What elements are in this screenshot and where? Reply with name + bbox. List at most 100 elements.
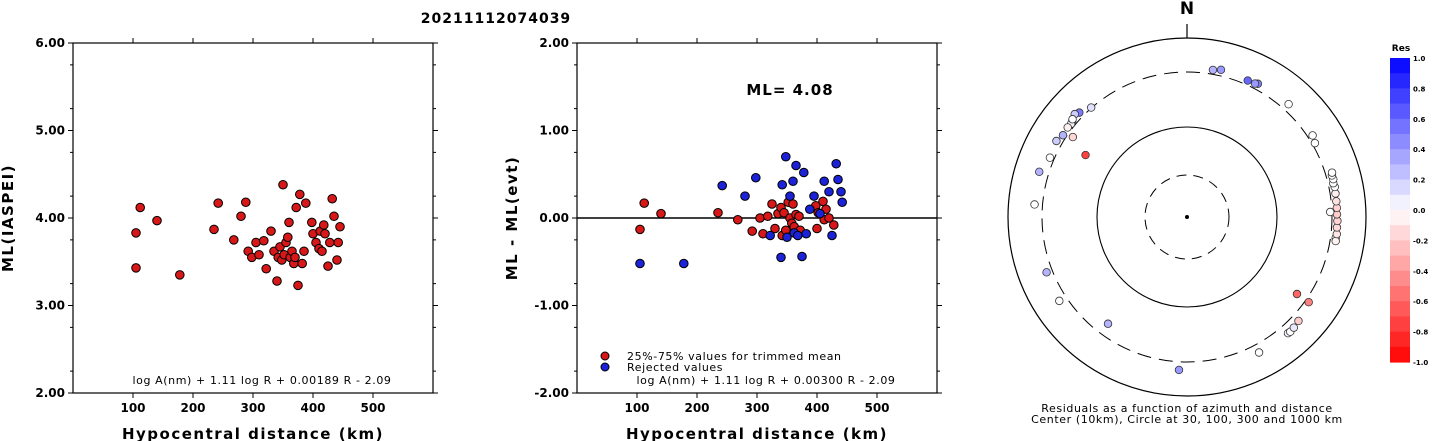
rejected-data-point bbox=[801, 228, 812, 239]
legend-label: 25%-75% values for trimmed mean bbox=[627, 350, 842, 363]
rejected-data-point bbox=[765, 230, 776, 241]
rejected-data-point bbox=[751, 172, 761, 183]
data-point bbox=[327, 193, 338, 204]
station-marker bbox=[1042, 268, 1051, 277]
colorbar-tick-label: -0.6 bbox=[1413, 298, 1428, 306]
x-tick-label: 300 bbox=[240, 401, 265, 415]
legend-marker bbox=[600, 362, 610, 372]
x-tick-label: 200 bbox=[684, 401, 709, 415]
data-point bbox=[301, 198, 311, 208]
station-marker bbox=[1308, 131, 1317, 140]
data-point bbox=[131, 263, 141, 273]
data-point bbox=[635, 224, 645, 235]
colorbar-swatch bbox=[1390, 73, 1410, 89]
station-marker bbox=[1331, 236, 1340, 246]
station-marker bbox=[1174, 365, 1184, 375]
data-point bbox=[319, 220, 329, 230]
station-marker bbox=[1289, 323, 1299, 332]
y-tick-label: -2.00 bbox=[534, 386, 569, 400]
station-marker bbox=[1068, 132, 1078, 142]
rejected-data-point bbox=[740, 191, 750, 201]
circle-30km bbox=[1144, 174, 1230, 260]
data-point bbox=[307, 217, 317, 228]
station-marker bbox=[1292, 289, 1302, 299]
data-point bbox=[656, 208, 666, 219]
colorbar-swatch bbox=[1390, 316, 1410, 333]
north-label: N bbox=[1180, 0, 1194, 19]
station-marker bbox=[1332, 197, 1341, 206]
rejected-data-point bbox=[819, 176, 830, 187]
colorbar-tick-label: -1.0 bbox=[1413, 359, 1428, 367]
rejected-data-point bbox=[785, 191, 795, 201]
station-marker bbox=[1208, 65, 1218, 75]
station-marker bbox=[1250, 79, 1260, 88]
data-point bbox=[713, 207, 723, 218]
station-marker bbox=[1086, 103, 1096, 112]
rejected-data-point bbox=[831, 158, 842, 169]
rejected-data-point bbox=[781, 151, 791, 162]
data-point bbox=[332, 255, 342, 265]
rejected-data-point bbox=[793, 230, 803, 241]
colorbar-label: Res bbox=[1392, 44, 1410, 54]
x-tick-label: 400 bbox=[804, 401, 829, 415]
colorbar-swatch bbox=[1390, 58, 1410, 74]
data-point bbox=[229, 235, 239, 245]
x-tick-label: 500 bbox=[360, 401, 385, 415]
data-point bbox=[209, 224, 219, 235]
rejected-data-point bbox=[717, 180, 728, 191]
station-marker bbox=[1327, 168, 1337, 177]
x-tick-label: 100 bbox=[120, 401, 145, 415]
colorbar-tick-label: 0.8 bbox=[1413, 85, 1426, 93]
data-point bbox=[763, 211, 773, 222]
data-point bbox=[299, 246, 309, 257]
circle-100km bbox=[1096, 126, 1278, 308]
rejected-data-point bbox=[836, 186, 846, 197]
station-marker bbox=[1310, 138, 1320, 148]
rejected-data-point bbox=[679, 258, 689, 269]
rejected-data-point bbox=[791, 160, 801, 171]
residual-vs-distance-chart: 100 200 300 400 500 -2.00 -1.00 0.00 1.00 2.00 Hyp… bbox=[503, 36, 942, 441]
colorbar-tick-label: 1.0 bbox=[1413, 55, 1426, 63]
data-point bbox=[283, 232, 293, 243]
data-point bbox=[829, 220, 839, 230]
station-marker bbox=[1216, 65, 1226, 74]
data-point bbox=[297, 258, 308, 269]
data-point bbox=[335, 221, 345, 232]
data-point bbox=[325, 237, 335, 248]
data-point bbox=[259, 235, 269, 246]
rejected-data-point bbox=[635, 258, 645, 269]
rejected-data-point bbox=[805, 204, 815, 215]
colorbar-swatch bbox=[1390, 103, 1410, 120]
data-point bbox=[323, 261, 333, 271]
ml-annotation: ML= 4.08 bbox=[746, 81, 833, 99]
data-point bbox=[241, 197, 251, 208]
rejected-data-point bbox=[788, 176, 798, 187]
data-point bbox=[152, 215, 162, 226]
formula-label: log A(nm) + 1.11 log R + 0.00189 R - 2.0… bbox=[132, 374, 391, 387]
station-marker bbox=[1055, 296, 1064, 306]
data-point bbox=[175, 270, 185, 280]
station-marker bbox=[1081, 150, 1090, 160]
data-point bbox=[747, 226, 758, 236]
colorbar-swatch bbox=[1390, 149, 1410, 165]
rejected-data-point bbox=[815, 208, 825, 219]
data-point bbox=[213, 198, 223, 208]
colorbar-tick-label: 0.4 bbox=[1413, 146, 1426, 154]
y-tick-label: 4.00 bbox=[35, 211, 65, 225]
station-marker bbox=[1063, 123, 1072, 132]
colorbar-swatch bbox=[1390, 88, 1410, 105]
rejected-data-point bbox=[837, 197, 848, 208]
y-tick-label: 6.00 bbox=[35, 36, 65, 50]
station-marker bbox=[1045, 153, 1055, 162]
colorbar-tick-label: -0.2 bbox=[1413, 237, 1428, 245]
colorbar-swatch bbox=[1390, 225, 1410, 241]
data-point bbox=[788, 199, 798, 209]
station-marker bbox=[1035, 167, 1044, 177]
colorbar-tick-label: 0.6 bbox=[1413, 116, 1426, 124]
x-tick-label: 300 bbox=[744, 401, 769, 415]
colorbar-swatch bbox=[1390, 240, 1410, 257]
data-point bbox=[254, 249, 264, 260]
rejected-data-point bbox=[809, 191, 819, 201]
